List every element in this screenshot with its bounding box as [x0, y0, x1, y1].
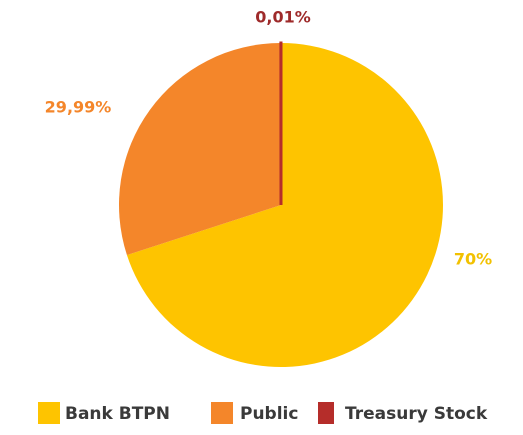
- legend-swatch: [38, 402, 60, 424]
- pie-slice: [126, 43, 444, 368]
- data-label: 0,01%: [255, 8, 311, 27]
- legend-label: Treasury Stock: [345, 404, 488, 424]
- legend-swatch: [318, 402, 334, 424]
- data-label: 70%: [454, 250, 492, 269]
- legend-label: Public: [240, 404, 298, 424]
- pie-slice: [118, 43, 281, 256]
- legend-swatch: [211, 402, 233, 424]
- legend-label: Bank BTPN: [65, 404, 170, 424]
- data-label: 29,99%: [45, 98, 112, 117]
